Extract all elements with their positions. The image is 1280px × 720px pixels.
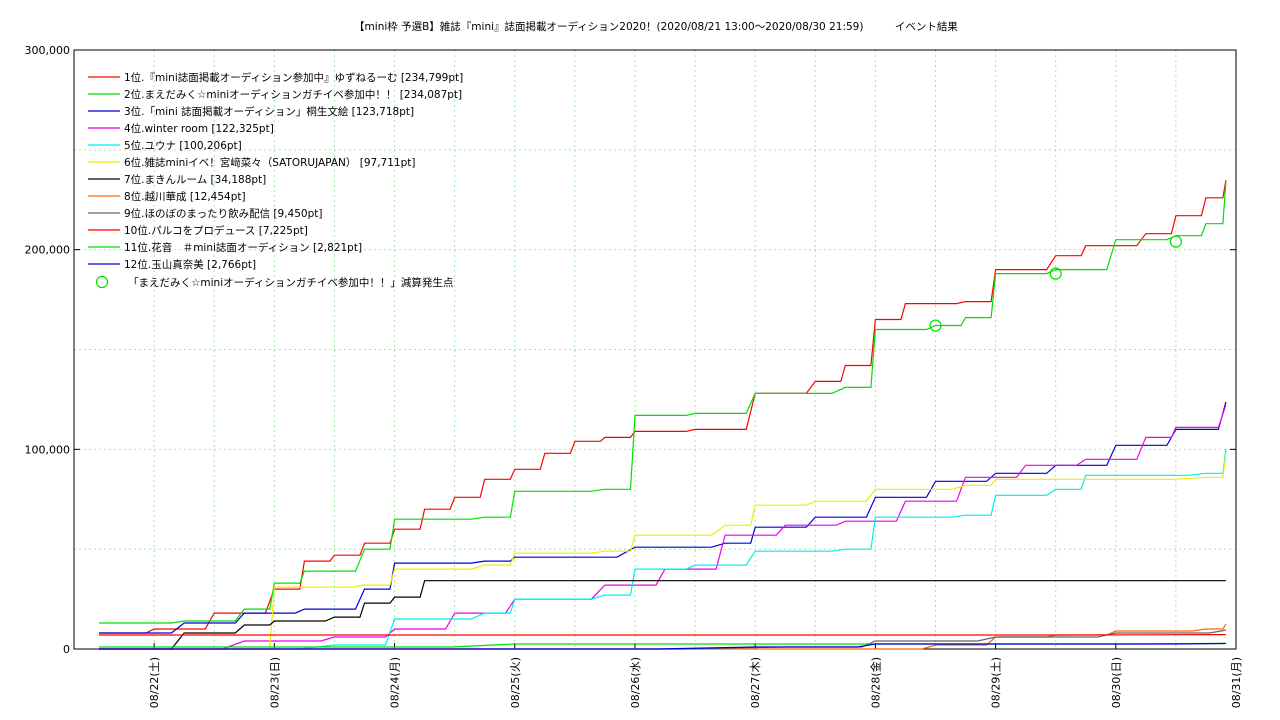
deduction-marker (929, 319, 942, 332)
chart-title: 【mini枠 予選B】雑誌『mini』誌面掲載オーディション2020！(2020… (354, 20, 958, 33)
deduction-marker (1049, 267, 1062, 280)
x-axis: 08/22(土) 08/23(日) 08/24(月) 08/25(火) 08/26(水)… (148, 643, 1243, 708)
series-line-7 (99, 580, 1226, 650)
series-line-9 (99, 629, 1227, 650)
y-tick-label: 300,000 (25, 44, 71, 57)
x-tick-label: 08/30(日) (1110, 657, 1123, 708)
x-tick-label: 08/24(月) (389, 657, 402, 708)
legend-label: 5位.ユウナ [100,206pt] (124, 139, 242, 152)
series-line-3 (99, 401, 1227, 634)
y-axis: 0 100,000 200,000 300,000 (25, 44, 1236, 656)
series-line-5 (99, 448, 1227, 650)
legend-label: 3位.「mini 誌面掲載オーディション」桐生文絵 [123,718pt] (124, 105, 414, 118)
grid (74, 50, 1237, 649)
x-tick-label: 08/28(金) (868, 657, 882, 708)
legend-marker-label: 「まえだみく☆miniオーディションガチイベ参加中！！」減算発生点 (128, 276, 453, 289)
legend-label: 8位.越川華成 [12,454pt] (124, 190, 246, 203)
marker-group (929, 235, 1182, 332)
x-tick-label: 08/23(日) (268, 657, 281, 708)
series-group (99, 180, 1227, 650)
series-line-4 (99, 404, 1227, 650)
x-tick-label: 08/31(月) (1230, 657, 1243, 708)
legend-label: 6位.雑誌miniイベ！宮﨑菜々（SATORUJAPAN） [97,711pt] (124, 156, 415, 169)
x-tick-label: 08/22(土) (148, 657, 161, 708)
series-line-6 (99, 453, 1227, 650)
legend-label: 10位.パルコをプロデュース [7,225pt] (124, 224, 308, 237)
y-tick-label: 0 (63, 643, 70, 656)
series-line-12 (99, 642, 1226, 650)
legend-label: 4位.winter room [122,325pt] (124, 122, 274, 135)
legend-marker-swatch (95, 275, 109, 289)
deduction-marker (1169, 235, 1182, 248)
x-tick-label: 08/26(水) (629, 657, 642, 708)
y-tick-label: 200,000 (25, 244, 71, 257)
legend-label: 1位.『mini誌面掲載オーディション参加中』ゆずねるーむ [234,799pt… (124, 71, 463, 84)
x-tick-label: 08/25(火) (509, 657, 522, 708)
legend-label: 12位.玉山真奈美 [2,766pt] (124, 258, 256, 271)
legend-label: 7位.まきんルーム [34,188pt] (124, 173, 266, 186)
legend-label: 2位.まえだみく☆miniオーディションガチイベ参加中！！ [234,087pt… (124, 88, 462, 101)
x-tick-label: 08/27(木) (749, 657, 762, 708)
legend-label: 11位.花音 ＃mini誌面オーディション [2,821pt] (124, 241, 362, 254)
x-tick-label: 08/29(土) (990, 657, 1003, 708)
legend: 1位.『mini誌面掲載オーディション参加中』ゆずねるーむ [234,799pt… (88, 71, 463, 289)
series-line-1 (99, 180, 1227, 634)
y-tick-label: 100,000 (25, 443, 71, 456)
legend-label: 9位.ほのぼのまったり飲み配信 [9,450pt] (124, 207, 322, 220)
series-line-2 (99, 181, 1227, 624)
